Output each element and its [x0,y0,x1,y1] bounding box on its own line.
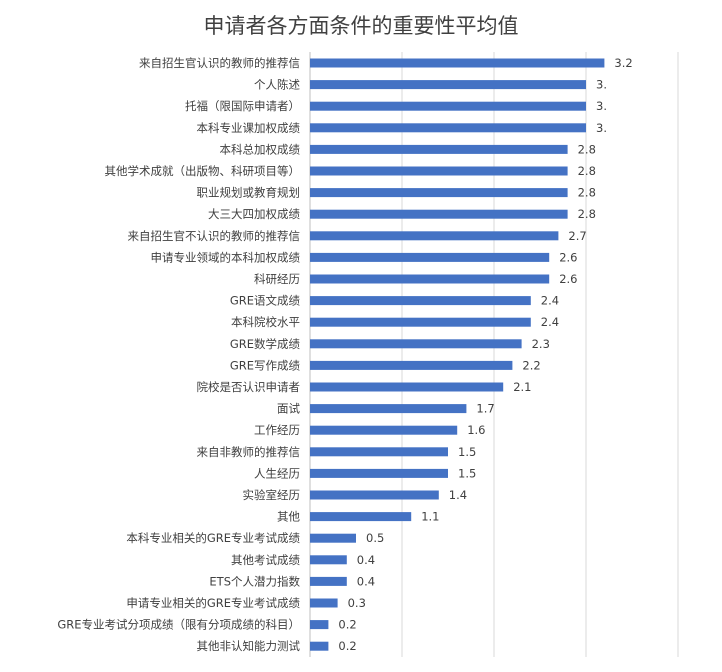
category-label: 托福（限国际申请者） [185,99,300,113]
category-label: ETS个人潜力指数 [209,574,300,588]
category-label: 面试 [277,402,300,416]
bar [310,555,347,565]
data-label: 2.8 [578,186,596,200]
category-label: GRE数学成绩 [230,337,301,351]
bar [310,252,550,262]
bar [310,339,522,349]
data-label: 0.4 [357,574,375,588]
bar [310,598,338,608]
data-label: 2.4 [541,294,559,308]
bar [310,101,586,111]
bar [310,404,467,414]
category-label: 科研经历 [254,272,300,286]
data-label: 2.1 [513,380,531,394]
data-label: 1.6 [467,423,485,437]
bar [310,512,412,522]
bar [310,360,513,370]
category-label: 其他学术成就（出版物、科研项目等） [105,164,301,178]
bar [310,490,439,500]
category-label: 来自非教师的推荐信 [197,445,301,459]
data-label: 2.7 [568,229,586,243]
data-label: 3. [596,99,607,113]
category-label: 申请专业领域的本科加权成绩 [151,250,301,264]
category-label: 本科总加权成绩 [220,142,301,156]
bar [310,209,568,219]
category-label: 其他考试成绩 [231,553,300,567]
category-label: GRE写作成绩 [230,358,301,372]
data-label: 1.4 [449,488,467,502]
category-label: 其他 [277,510,300,524]
chart-title: 申请者各方面条件的重要性平均值 [203,14,519,38]
bar [310,274,550,284]
category-label: 大三大四加权成绩 [208,207,300,221]
data-label: 2.8 [578,207,596,221]
bar [310,188,568,198]
category-label: 来自招生官不认识的教师的推荐信 [128,229,301,243]
data-label: 1.1 [421,510,439,524]
data-label: 2.4 [541,315,559,329]
data-label: 0.5 [366,531,384,545]
category-label: 实验室经历 [243,488,301,502]
bar [310,425,458,435]
data-label: 3. [596,78,607,92]
data-label: 2.8 [578,142,596,156]
bar [310,231,559,241]
data-label: 2.6 [559,250,577,264]
category-label: 本科专业课加权成绩 [197,121,301,135]
data-label: 2.8 [578,164,596,178]
bar [310,382,504,392]
bar [310,80,586,90]
category-label: 工作经历 [254,423,300,437]
bar [310,468,448,478]
data-label: 1.7 [476,402,494,416]
category-label: 职业规划或教育规划 [197,186,301,200]
data-label: 2.6 [559,272,577,286]
data-label: 0.2 [338,639,356,653]
bar [310,296,531,306]
bar [310,123,586,133]
category-label: 来自招生官认识的教师的推荐信 [139,56,300,70]
bar [310,576,347,586]
category-label: 本科专业相关的GRE专业考试成绩 [126,531,300,545]
bar [310,144,568,154]
data-label: 3.2 [614,56,632,70]
category-label: 其他非认知能力测试 [197,639,301,653]
category-label: 申请专业相关的GRE专业考试成绩 [126,596,300,610]
bar [310,620,329,630]
category-label: 个人陈述 [254,78,300,92]
category-label: GRE专业考试分项成绩（限有分项成绩的科目） [57,618,300,632]
data-label: 0.4 [357,553,375,567]
category-label: 人生经历 [254,466,300,480]
data-label: 2.3 [532,337,550,351]
bar [310,58,605,68]
bar [310,641,329,651]
category-label: 院校是否认识申请者 [197,380,301,394]
category-label: 本科院校水平 [231,315,300,329]
data-label: 1.5 [458,445,476,459]
data-label: 3. [596,121,607,135]
bar [310,447,448,457]
bar [310,533,356,543]
data-label: 0.3 [348,596,366,610]
category-label: GRE语文成绩 [230,294,301,308]
bar [310,166,568,176]
bar [310,317,531,327]
data-label: 1.5 [458,466,476,480]
data-label: 0.2 [338,618,356,632]
data-label: 2.2 [522,358,540,372]
